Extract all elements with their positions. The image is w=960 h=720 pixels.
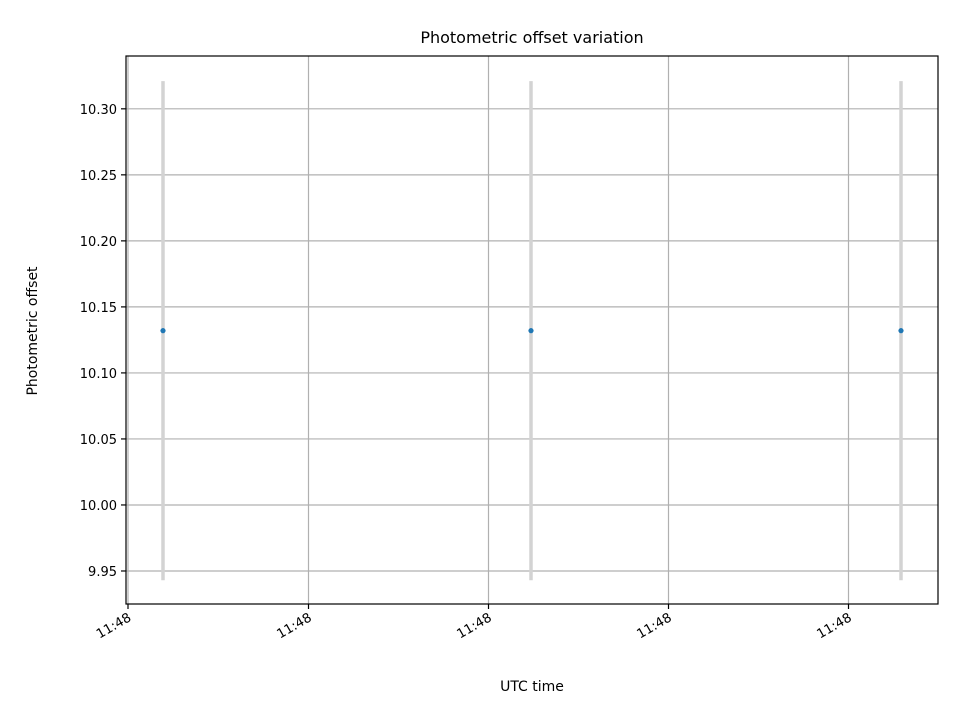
point-layer [160,328,904,334]
x-tick-label: 11:48 [455,610,495,642]
chart-title: Photometric offset variation [420,28,643,47]
data-point [160,328,166,334]
y-tick-label: 10.20 [80,235,117,250]
y-tick-label: 10.05 [80,433,117,448]
x-axis-label: UTC time [500,679,564,695]
data-point [528,328,534,334]
x-tick-label: 11:48 [635,610,675,642]
x-tick-label: 11:48 [815,610,855,642]
y-tick-label: 9.95 [88,565,117,580]
y-tick-label: 10.30 [80,103,117,118]
plot-frame [125,55,939,605]
y-tick-label: 10.15 [80,301,117,316]
x-tick-label: 11:48 [275,610,315,642]
y-axis: 9.95 10.00 10.05 10.10 10.15 10.20 10.25 10.30 [80,103,126,580]
y-tick-label: 10.10 [80,367,117,382]
x-axis: 11:48 11:48 11:48 11:48 11:48 [94,604,855,642]
y-axis-label: Photometric offset [25,266,41,396]
y-tick-label: 10.25 [80,169,117,184]
data-point [898,328,904,334]
x-tick-label: 11:48 [94,610,134,642]
y-tick-label: 10.00 [80,499,117,514]
